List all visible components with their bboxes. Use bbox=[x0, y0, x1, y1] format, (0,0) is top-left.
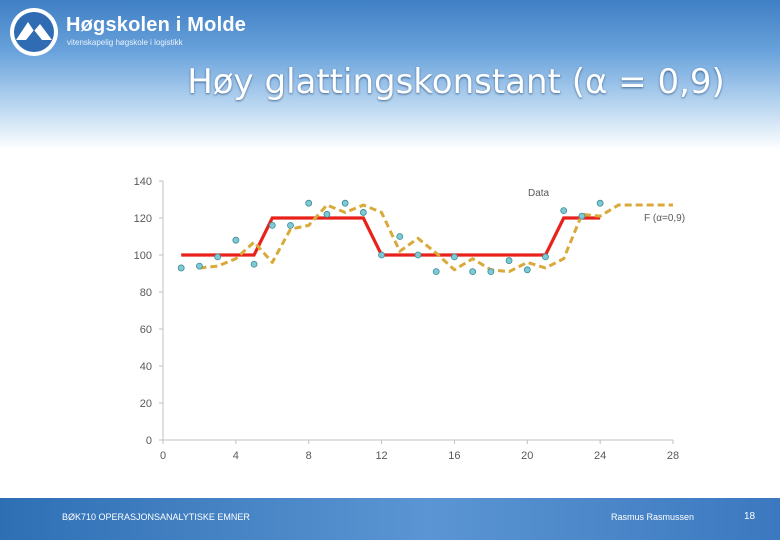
school-logo bbox=[10, 8, 58, 56]
data-point bbox=[560, 207, 568, 215]
data-point bbox=[359, 209, 367, 216]
page-number: 18 bbox=[744, 511, 756, 522]
forecast-series-line bbox=[199, 203, 673, 274]
y-tick-label: 20 bbox=[140, 398, 152, 410]
data-point bbox=[487, 268, 495, 276]
data-point bbox=[341, 199, 349, 207]
data-point bbox=[596, 199, 604, 207]
logo-subtitle: vitenskapelig høgskole i logistikk bbox=[67, 38, 183, 47]
data-point bbox=[396, 233, 404, 240]
y-tick-label: 100 bbox=[134, 250, 152, 262]
legend-forecast-label: F (α=0,9) bbox=[644, 213, 685, 224]
x-tick-label: 12 bbox=[375, 450, 387, 462]
data-point bbox=[232, 236, 240, 244]
data-point bbox=[196, 262, 203, 270]
data-point bbox=[214, 253, 222, 261]
data-point bbox=[523, 266, 531, 274]
x-tick-label: 20 bbox=[521, 450, 533, 462]
data-point bbox=[469, 268, 477, 276]
legend-data-label: Data bbox=[528, 188, 550, 199]
mountain-shadow-icon bbox=[26, 30, 42, 40]
data-point bbox=[250, 260, 258, 268]
data-point bbox=[287, 221, 294, 229]
y-tick-label: 80 bbox=[140, 287, 152, 299]
y-tick-label: 0 bbox=[146, 435, 152, 447]
data-point bbox=[177, 264, 185, 272]
x-tick-label: 24 bbox=[594, 450, 606, 462]
x-tick-label: 0 bbox=[160, 450, 166, 462]
data-point bbox=[414, 251, 422, 259]
header-background bbox=[0, 0, 780, 150]
y-tick-label: 120 bbox=[134, 213, 152, 225]
data-point bbox=[578, 212, 586, 220]
footer-author: Rasmus Rasmussen bbox=[611, 512, 695, 522]
data-point bbox=[505, 257, 513, 264]
logo-title: Høgskolen i Molde bbox=[66, 14, 247, 36]
data-point bbox=[432, 268, 440, 276]
data-point bbox=[542, 253, 549, 261]
data-point bbox=[451, 253, 458, 261]
data-point bbox=[323, 210, 331, 218]
level-series-line bbox=[181, 216, 601, 257]
x-tick-label: 28 bbox=[667, 450, 679, 462]
y-tick-label: 60 bbox=[140, 324, 152, 336]
slide-title: Høy glattingskonstant (α = 0,9) bbox=[187, 62, 725, 102]
footer-course: BØK710 OPERASJONSANALYTISKE EMNER bbox=[62, 512, 250, 522]
x-tick-label: 8 bbox=[306, 450, 312, 462]
y-tick-label: 140 bbox=[134, 176, 152, 188]
data-point bbox=[378, 251, 385, 259]
footer-bar bbox=[0, 498, 780, 540]
y-tick-label: 40 bbox=[140, 361, 152, 373]
x-tick-label: 16 bbox=[448, 450, 460, 462]
data-point bbox=[268, 221, 276, 229]
x-tick-label: 4 bbox=[233, 450, 239, 462]
data-point bbox=[305, 199, 313, 207]
